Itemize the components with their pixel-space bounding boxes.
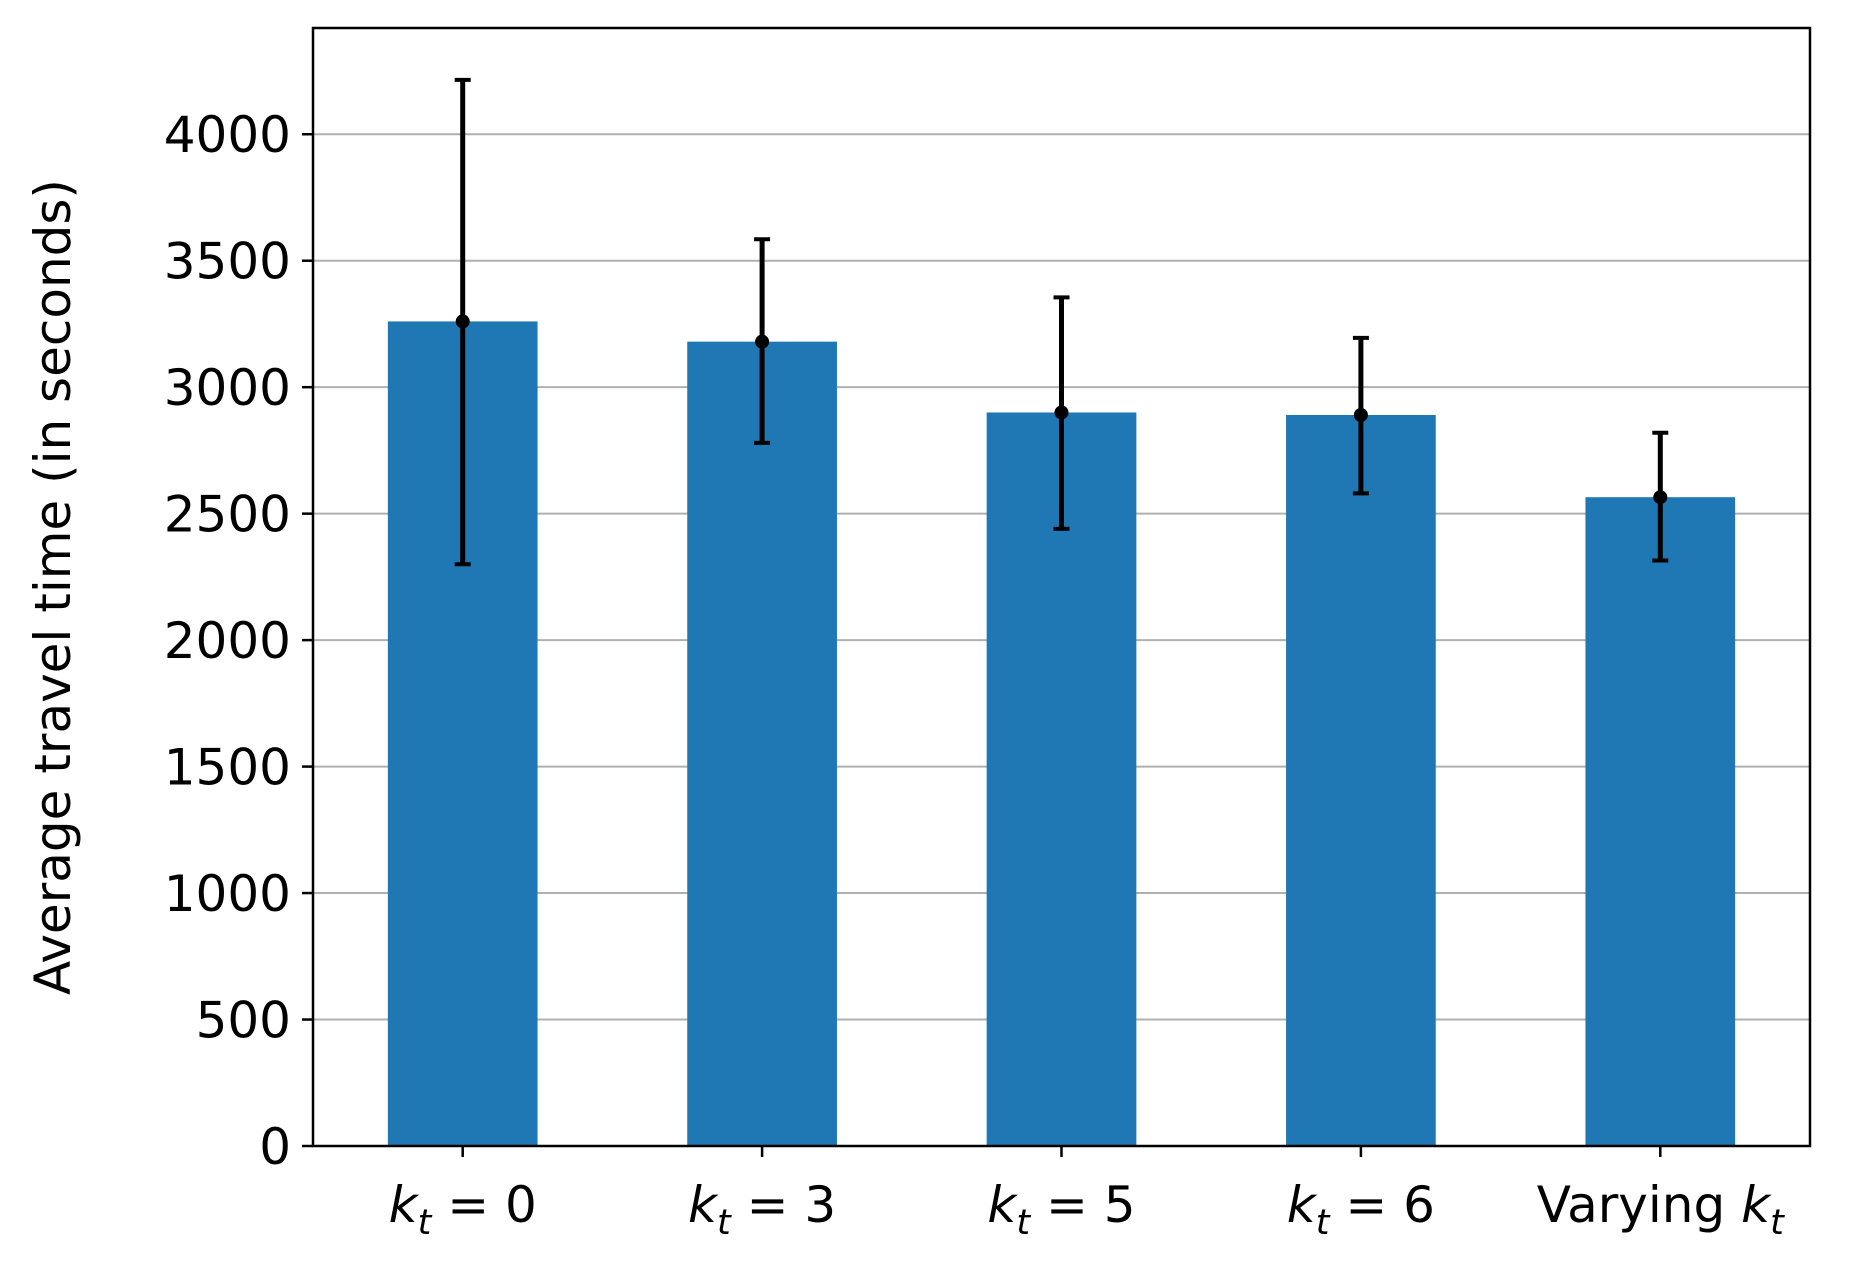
bar	[687, 341, 837, 1146]
x-tick-label-suffix: = 6	[1330, 1176, 1436, 1234]
mean-point	[1353, 408, 1368, 422]
x-axis-ticks: kt = 0 kt = 3 kt = 5 kt = 6 Varying kt	[389, 1146, 1785, 1243]
error-bars	[454, 77, 1669, 567]
y-axis-ticks: 0 500 1000 1500 2000 2500 3000 3500 4000	[164, 106, 313, 1176]
x-tick-label-subscript: t	[717, 1203, 732, 1243]
y-tick-label: 1500	[164, 739, 291, 797]
x-tick-label-suffix: = 0	[431, 1176, 537, 1234]
x-tick-label-text: Varying	[1537, 1176, 1741, 1234]
x-tick-label-subscript: t	[1016, 1203, 1031, 1243]
x-tick-label: Varying kt	[1537, 1176, 1785, 1243]
y-tick-label: 3500	[164, 233, 291, 291]
error-bar	[1053, 295, 1070, 531]
y-tick-label: 0	[259, 1118, 291, 1176]
mean-point	[1054, 405, 1069, 420]
x-tick-label: kt = 5	[987, 1176, 1135, 1243]
y-tick-label: 3000	[164, 359, 291, 417]
error-bar	[754, 237, 771, 445]
y-tick-label: 500	[196, 992, 291, 1050]
x-tick-label: kt = 6	[1287, 1176, 1435, 1243]
error-bar	[454, 77, 471, 567]
mean-point	[755, 334, 770, 349]
y-tick-label: 2500	[164, 486, 291, 544]
bar	[1585, 497, 1736, 1146]
x-tick-label-subscript: t	[1316, 1203, 1331, 1243]
x-tick-label: kt = 3	[688, 1176, 836, 1243]
bar	[986, 412, 1137, 1146]
x-tick-label-symbol: k	[389, 1176, 420, 1234]
y-tick-label: 4000	[164, 106, 291, 164]
x-tick-label-subscript: t	[418, 1203, 433, 1243]
x-tick-label-suffix: = 3	[731, 1176, 837, 1234]
y-tick-label: 1000	[164, 865, 291, 923]
x-tick-label-symbol: k	[1287, 1176, 1318, 1234]
y-tick-label: 2000	[164, 612, 291, 670]
x-tick-label-symbol: k	[688, 1176, 719, 1234]
x-tick-label: kt = 0	[389, 1176, 537, 1243]
x-tick-label-symbol: k	[1741, 1176, 1772, 1234]
error-bar	[1652, 430, 1669, 563]
mean-point	[455, 314, 470, 329]
y-axis-label: Average travel time (in seconds)	[24, 179, 82, 995]
bars	[387, 321, 1736, 1147]
error-bar	[1352, 335, 1369, 496]
x-tick-label-subscript: t	[1770, 1203, 1785, 1243]
x-tick-label-suffix: = 5	[1030, 1176, 1136, 1234]
bar	[1286, 415, 1436, 1146]
x-tick-label-symbol: k	[987, 1176, 1018, 1234]
mean-point	[1653, 490, 1668, 505]
